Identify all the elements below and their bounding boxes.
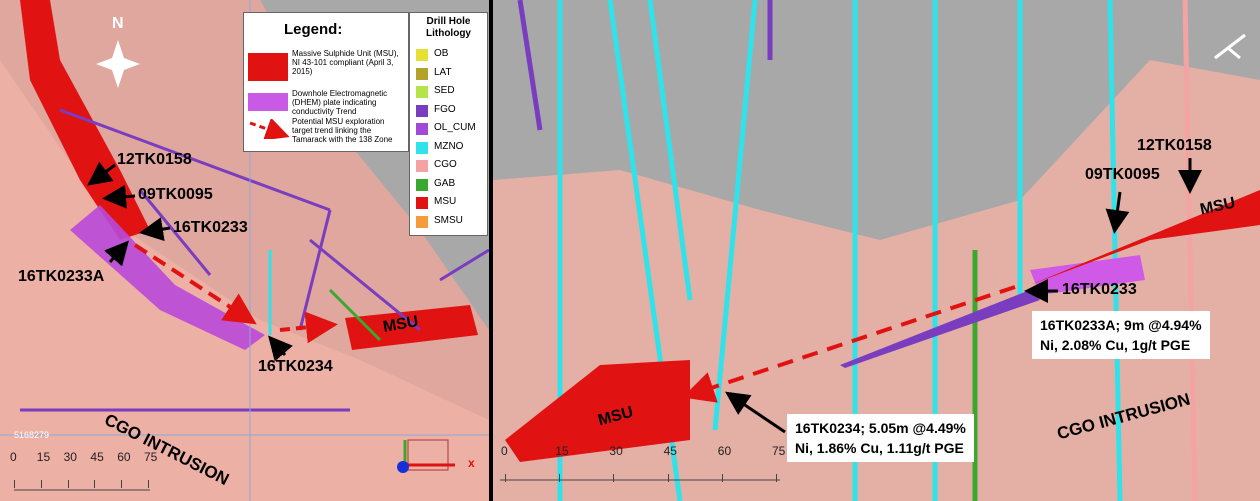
callout: 16TK0233A; 9m @4.94% Ni, 2.08% Cu, 1g/t … bbox=[1032, 311, 1210, 359]
north-arrow bbox=[96, 40, 140, 88]
lithology-swatch bbox=[416, 141, 428, 154]
hole-label: 16TK0233A bbox=[18, 268, 105, 285]
scale-label: 60 bbox=[717, 444, 732, 458]
hole-label: 16TK0233 bbox=[1062, 281, 1137, 298]
callout: 16TK0234; 5.05m @4.49% Ni, 1.86% Cu, 1.1… bbox=[787, 414, 974, 462]
lithology-name: FGO bbox=[434, 103, 456, 115]
lithology-swatch bbox=[416, 104, 428, 117]
lithology-swatch bbox=[416, 86, 428, 98]
lithology-name: MSU bbox=[434, 196, 457, 207]
north-label: N bbox=[112, 15, 124, 32]
scale-label: 60 bbox=[117, 450, 131, 464]
legend-text: Downhole Electromagnetic (DHEM) plate in… bbox=[292, 89, 388, 116]
hole-label: 12TK0158 bbox=[117, 151, 192, 168]
lithology-name: OB bbox=[434, 48, 449, 59]
scale-tick bbox=[67, 480, 69, 488]
callout-line: 16TK0233A; 9m @4.94% bbox=[1040, 317, 1202, 333]
hole-label: 16TK0233 bbox=[173, 219, 248, 236]
hole-label: 12TK0158 bbox=[1137, 137, 1212, 154]
scale-tick bbox=[721, 474, 723, 482]
dhem-plate bbox=[1030, 255, 1145, 295]
lithology-name: MZNO bbox=[434, 140, 464, 152]
scale-label: 75 bbox=[144, 450, 158, 464]
drill-holes bbox=[20, 108, 490, 412]
scale-label: 15 bbox=[555, 444, 569, 458]
drill-hole bbox=[840, 290, 1040, 368]
scale-tick bbox=[505, 474, 506, 482]
legend-text: Potential MSU exploration target trend l… bbox=[292, 117, 393, 144]
lithology-name: OL_CUM bbox=[434, 122, 476, 133]
lithology-name: SMSU bbox=[434, 214, 463, 226]
scale-label: 30 bbox=[609, 444, 623, 458]
scale-label: 15 bbox=[36, 450, 51, 464]
legend-box: Legend: Massive Sulphide Unit (MSU), NI … bbox=[243, 12, 409, 152]
scale-label: 0 bbox=[10, 450, 17, 464]
legend-arrow bbox=[249, 119, 290, 139]
pointer-arrows bbox=[87, 161, 293, 362]
scale-label: 45 bbox=[663, 444, 677, 458]
cgo-surface bbox=[0, 60, 489, 501]
scale-tick bbox=[148, 480, 149, 488]
legend-swatch bbox=[248, 53, 288, 81]
scale-tick bbox=[121, 480, 123, 488]
axis-gizmo bbox=[397, 439, 455, 473]
lithology-swatch bbox=[416, 215, 428, 228]
scale-tick bbox=[667, 474, 669, 482]
pointer-arrows bbox=[725, 158, 1202, 434]
lithology-name: CGO bbox=[434, 159, 457, 170]
callout-line: 16TK0234; 5.05m @4.49% bbox=[795, 420, 966, 436]
lithology-swatch bbox=[416, 178, 428, 191]
scale-tick bbox=[94, 480, 96, 488]
legend-swatch bbox=[248, 93, 288, 111]
legend-title: Legend: bbox=[284, 21, 343, 38]
scale-label: 45 bbox=[90, 450, 104, 464]
msu-body bbox=[1030, 190, 1260, 285]
legend-text: Massive Sulphide Unit (MSU), NI 43-101 c… bbox=[292, 49, 399, 76]
scale-label: 0 bbox=[501, 444, 508, 458]
scale-tick bbox=[559, 474, 561, 482]
hole-label: 16TK0234 bbox=[258, 358, 333, 375]
scale-tick bbox=[613, 474, 615, 482]
callout-line: Ni, 1.86% Cu, 1.11g/t PGE bbox=[795, 440, 964, 456]
hole-label: 09TK0095 bbox=[1085, 166, 1160, 183]
scale-tick bbox=[40, 480, 42, 488]
lithology-swatch bbox=[416, 197, 428, 209]
scale-tick bbox=[776, 474, 777, 482]
north-arrow bbox=[1214, 33, 1246, 60]
lithology-swatch bbox=[416, 123, 428, 135]
scale-label: 30 bbox=[63, 450, 77, 464]
lithology-name: GAB bbox=[434, 177, 456, 189]
lithology-box: Drill Hole Lithology OB LAT SED FGO OL_CUM MZ… bbox=[409, 12, 488, 236]
lithology-name: SED bbox=[434, 85, 455, 96]
northing-label: 5168279 bbox=[14, 430, 50, 440]
hole-label: 09TK0095 bbox=[138, 186, 213, 203]
lithology-swatch bbox=[416, 49, 428, 61]
lithology-swatch bbox=[416, 160, 428, 172]
lithology-name: LAT bbox=[434, 66, 452, 78]
scale-label: 75 bbox=[772, 444, 786, 458]
axis-label: x bbox=[468, 456, 475, 470]
lithology-swatch bbox=[416, 67, 428, 80]
msu-body bbox=[505, 360, 690, 462]
scale-tick bbox=[14, 480, 15, 488]
lithology-title: Drill Hole Lithology bbox=[426, 16, 471, 39]
callout-line: Ni, 2.08% Cu, 1g/t PGE bbox=[1040, 337, 1191, 353]
